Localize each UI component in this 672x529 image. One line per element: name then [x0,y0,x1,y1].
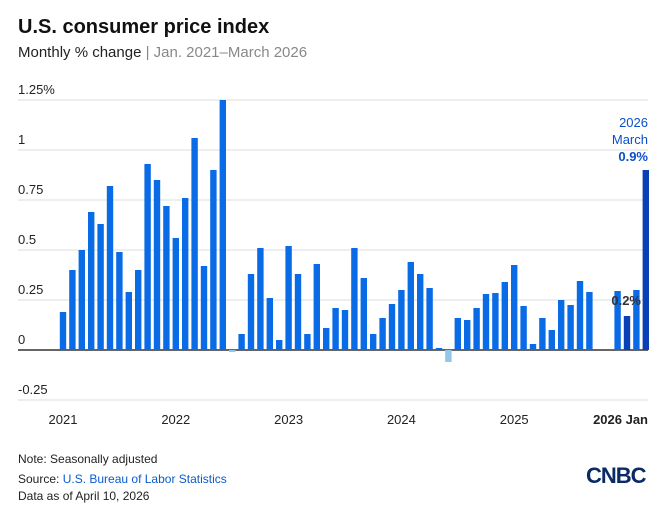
bar-2022-04 [200,266,208,350]
bar-2024-03 [417,274,424,350]
bar-2022-09 [247,274,255,350]
bar-2023-12 [388,304,396,350]
bar-2023-07 [341,310,349,350]
bar-2025-07 [567,305,574,350]
bar-2025-04 [539,318,546,350]
bar-2021-07 [116,252,123,350]
bar-2023-11 [379,318,386,350]
bar-2023-09 [360,278,367,350]
bar-2025-03 [529,344,537,350]
chart-subtitle: Monthly % change | Jan. 2021–March 2026 [18,44,307,61]
bar-2024-08 [464,320,471,350]
data-as-of: Data as of April 10, 2026 [18,489,150,503]
bar-2023-10 [370,334,377,350]
y-tick-label: 1 [18,132,25,147]
bar-2022-06 [219,100,226,350]
bar-2024-06 [445,350,452,362]
bar-2023-04 [313,264,320,350]
bar-2026-02 [633,290,640,350]
bar-2024-11 [492,293,499,350]
y-tick-label: 0.75 [18,182,43,197]
bar-2021-11 [153,180,161,350]
bar-2021-03 [78,250,85,350]
bar-2023-06 [332,308,339,350]
bar-2023-05 [323,328,330,350]
bar-2025-12 [614,291,621,350]
bar-2024-07 [454,318,461,350]
x-tick-label: 2024 [387,412,416,427]
annotation-jan-value: 0.2% [611,293,641,308]
bar-2022-07 [229,350,236,352]
bar-2024-05 [435,348,443,350]
source: Source: U.S. Bureau of Labor Statistics [18,472,227,486]
bar-2021-04 [88,212,95,350]
source-link[interactable]: U.S. Bureau of Labor Statistics [62,472,227,486]
bar-2021-05 [97,224,104,350]
y-tick-label: 1.25% [18,82,55,97]
note: Note: Seasonally adjusted [18,452,158,466]
annotation-month: March [612,132,648,147]
x-tick-label: 2021 [49,412,78,427]
bar-2021-10 [144,164,151,350]
bar-2024-12 [501,282,508,350]
y-tick-label: 0.5 [18,232,36,247]
bar-2023-02 [294,274,302,350]
bar-2021-01 [59,312,67,350]
bar-2021-06 [106,186,114,350]
bar-2022-01 [172,238,179,350]
bar-2022-03 [191,138,198,350]
y-tick-label: -0.25 [18,382,48,397]
bar-2025-05 [548,330,555,350]
x-tick-label: 2026 Jan [593,412,648,427]
bar-2022-11 [266,298,273,350]
bar-2025-02 [520,306,527,350]
source-prefix: Source: [18,472,63,486]
y-tick-label: 0 [18,332,25,347]
bar-2024-04 [426,288,433,350]
bar-2023-03 [304,334,311,350]
bar-2026-03 [642,170,649,350]
bar-2026-01 [623,316,631,350]
y-tick-label: 0.25 [18,282,43,297]
bar-2024-09 [473,308,480,350]
bar-2025-06 [558,300,565,350]
bar-2021-02 [69,270,76,350]
bar-2022-10 [257,248,264,350]
bar-2021-09 [135,270,142,350]
bar-2024-10 [482,294,490,350]
bar-2022-05 [210,170,217,350]
bar-2021-12 [163,206,170,350]
bar-2023-08 [351,248,358,350]
annotation-value: 0.9% [618,149,648,164]
bar-2022-12 [276,340,283,350]
bar-2025-08 [576,281,584,350]
x-tick-label: 2022 [161,412,190,427]
bar-2025-01 [511,265,518,350]
cnbc-logo: CNBC [586,463,647,488]
x-tick-label: 2023 [274,412,303,427]
subtitle-main: Monthly % change [18,44,142,61]
bar-2024-02 [407,262,414,350]
bar-2021-08 [125,292,132,350]
subtitle-range: Jan. 2021–March 2026 [153,44,308,61]
bar-2024-01 [398,290,405,350]
bar-2022-08 [238,334,245,350]
x-tick-label: 2025 [500,412,529,427]
bar-2022-02 [182,198,189,350]
chart-title: U.S. consumer price index [18,16,270,38]
annotation-year: 2026 [619,115,648,130]
bar-2023-01 [285,246,292,350]
bar-2025-09 [586,292,593,350]
subtitle-separator: | [141,44,154,61]
